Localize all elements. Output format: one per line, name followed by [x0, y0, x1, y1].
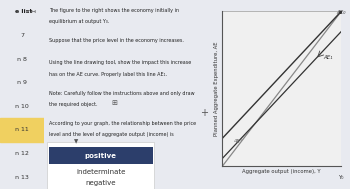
- Bar: [47, 142, 126, 151]
- Text: Suppose that the price level in the economy increases.: Suppose that the price level in the econ…: [49, 38, 184, 43]
- Text: The figure to the right shows the economy initially in: The figure to the right shows the econom…: [49, 8, 179, 12]
- Text: n 13: n 13: [15, 175, 29, 180]
- Text: equilibrium at output Y₀.: equilibrium at output Y₀.: [49, 19, 110, 24]
- Text: negative: negative: [86, 180, 116, 186]
- Text: Note: Carefully follow the instructions above and only draw: Note: Carefully follow the instructions …: [49, 91, 195, 96]
- Bar: [0, 118, 44, 142]
- Text: the required object.: the required object.: [49, 102, 98, 107]
- Bar: [49, 147, 153, 164]
- Text: Y₀: Y₀: [338, 175, 344, 180]
- X-axis label: Aggregate output (income), Y: Aggregate output (income), Y: [243, 169, 321, 174]
- Text: level and the level of aggregate output (income) is: level and the level of aggregate output …: [49, 132, 174, 137]
- Text: ⊞: ⊞: [112, 100, 118, 106]
- Text: positive: positive: [85, 153, 117, 159]
- Text: n 8: n 8: [17, 57, 27, 62]
- Y-axis label: Planned Aggregate Expenditure, AE: Planned Aggregate Expenditure, AE: [215, 42, 219, 136]
- Text: AE₀: AE₀: [336, 10, 346, 15]
- Text: n 9: n 9: [17, 80, 27, 85]
- Text: n 11: n 11: [15, 127, 29, 132]
- Text: e list: e list: [15, 9, 33, 14]
- Text: 45°: 45°: [234, 139, 244, 144]
- Text: n 10: n 10: [15, 104, 29, 109]
- Text: n 12: n 12: [15, 151, 29, 156]
- Text: ↤: ↤: [30, 9, 36, 15]
- Text: indeterminate: indeterminate: [76, 169, 126, 175]
- Text: ▼: ▼: [74, 139, 78, 144]
- Text: ​ 7: ​ 7: [19, 33, 25, 38]
- Text: has on the AE curve. Properly label this line AE₁.: has on the AE curve. Properly label this…: [49, 72, 167, 77]
- Text: AE₁: AE₁: [323, 55, 333, 60]
- Text: +: +: [201, 108, 208, 118]
- Text: According to your graph, the relationship between the price: According to your graph, the relationshi…: [49, 121, 196, 126]
- Text: Using the line drawing tool, show the impact this increase: Using the line drawing tool, show the im…: [49, 60, 191, 65]
- Bar: [47, 142, 154, 189]
